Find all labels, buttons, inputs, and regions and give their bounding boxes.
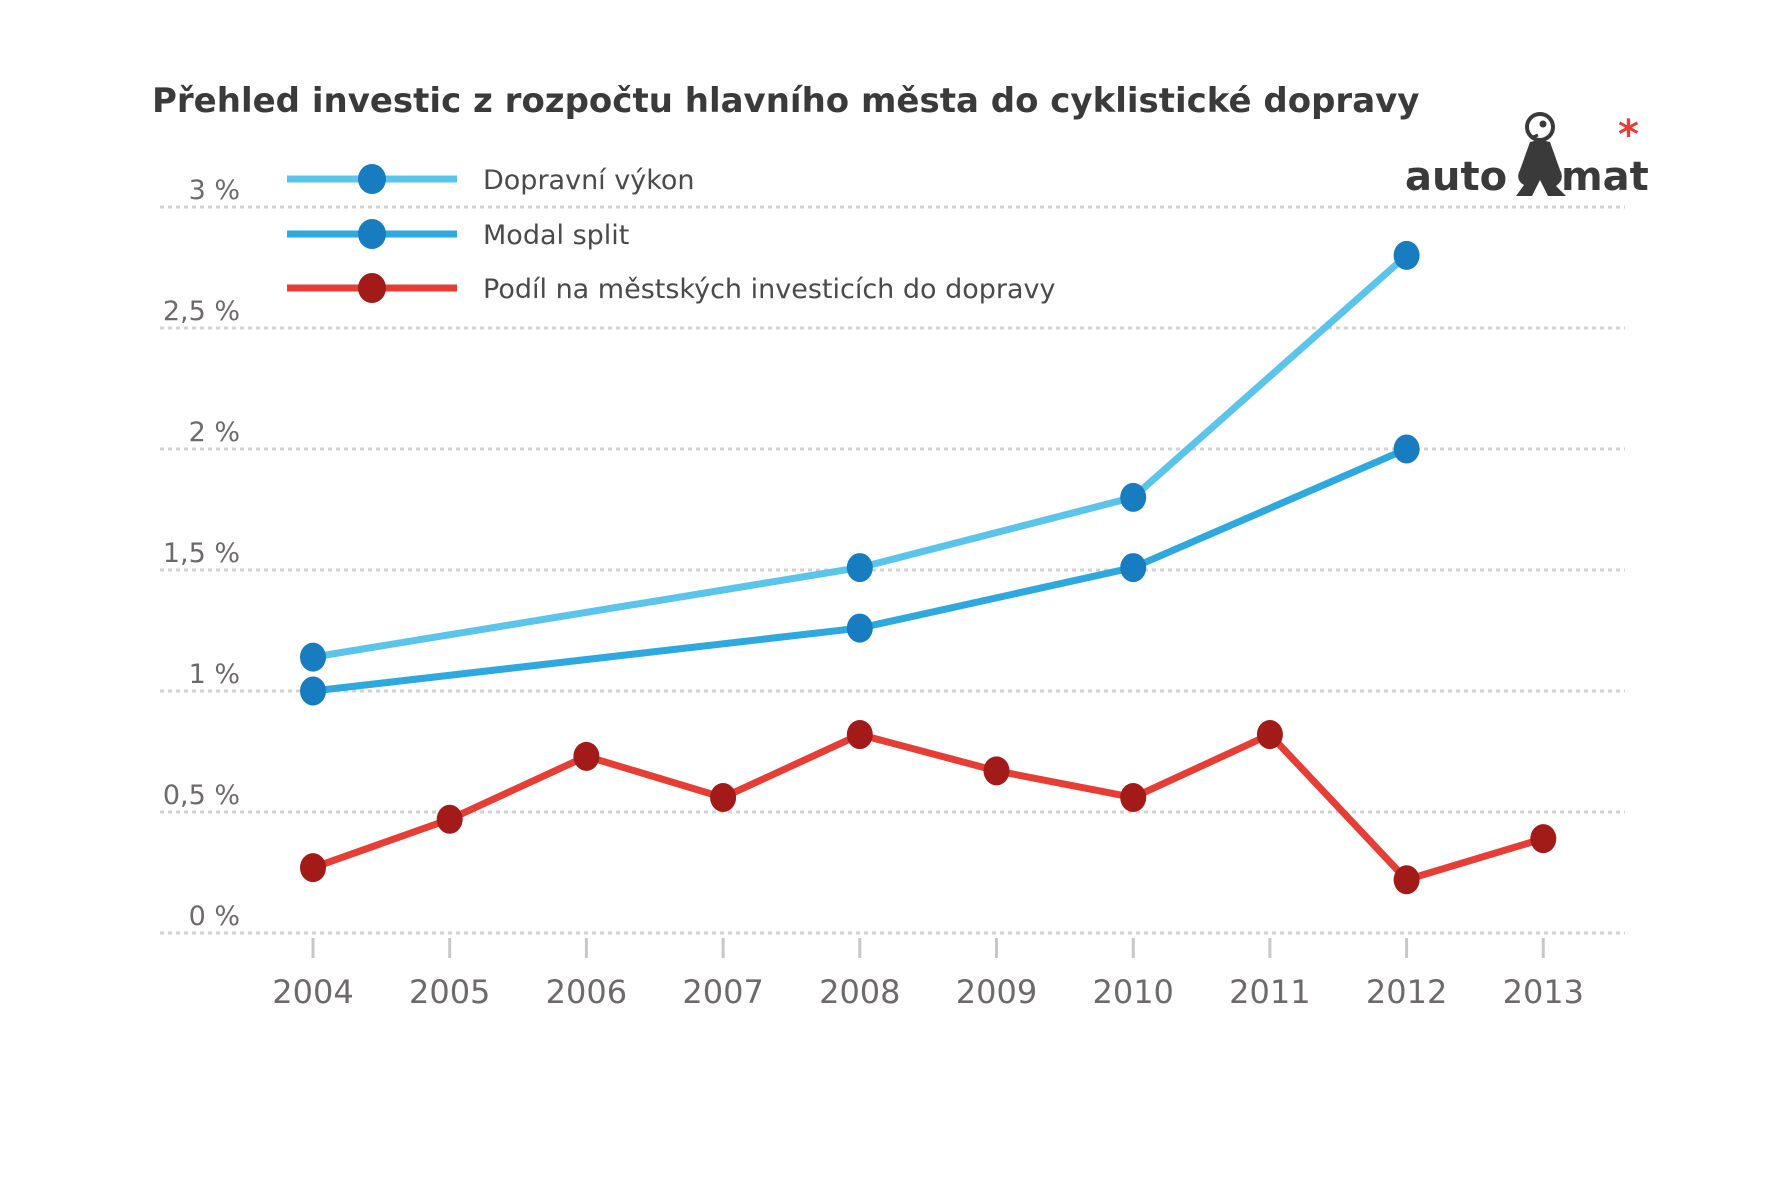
data-point <box>300 642 326 672</box>
y-tick-label: 0,5 % <box>163 780 240 811</box>
y-tick-label: 1,5 % <box>163 538 240 569</box>
legend-label: Modal split <box>483 220 629 251</box>
series-3 <box>300 720 1557 895</box>
data-point <box>1393 240 1420 270</box>
data-point <box>300 853 326 883</box>
x-tick-label: 2010 <box>1092 973 1173 1011</box>
logo-asterisk: * <box>1618 112 1639 158</box>
x-tick-label: 2008 <box>819 973 900 1011</box>
x-axis: 2004 2005 2006 2007 2008 2009 2010 2011 2012 2013 <box>272 938 1584 1011</box>
x-tick-label: 2007 <box>682 973 763 1011</box>
data-point <box>1120 782 1147 812</box>
data-point <box>1120 482 1147 512</box>
series-line <box>311 731 1545 884</box>
grid <box>160 205 1625 935</box>
data-point <box>1120 553 1147 583</box>
y-tick-label: 0 % <box>189 901 240 932</box>
x-tick-label: 2013 <box>1503 973 1584 1011</box>
walking-figure-icon <box>1516 112 1566 196</box>
legend-marker <box>358 164 386 194</box>
y-tick-label: 1 % <box>189 659 240 690</box>
x-tick-label: 2005 <box>409 973 490 1011</box>
legend: Dopravní výkon Modal split Podíl na městsk… <box>287 164 1056 305</box>
y-tick-label: 2,5 % <box>163 296 240 327</box>
legend-marker <box>358 273 386 303</box>
data-point <box>436 804 463 834</box>
x-tick-label: 2012 <box>1366 973 1447 1011</box>
data-point <box>573 741 600 771</box>
series-group <box>300 240 1557 895</box>
legend-item: Podíl na městských investicích do doprav… <box>287 273 1056 305</box>
data-point <box>846 613 873 643</box>
data-point <box>1393 434 1420 464</box>
y-axis: 0 % 0,5 % 1 % 1,5 % 2 % 2,5 % 3 % <box>163 175 240 932</box>
series-1 <box>300 240 1420 672</box>
legend-marker <box>358 219 386 249</box>
x-tick-label: 2009 <box>956 973 1037 1011</box>
series-line <box>312 445 1408 695</box>
legend-label: Podíl na městských investicích do doprav… <box>483 274 1056 305</box>
x-tick-label: 2004 <box>272 973 353 1011</box>
series-line <box>312 252 1409 661</box>
y-tick-label: 3 % <box>189 175 240 206</box>
x-tick-label: 2011 <box>1229 973 1310 1011</box>
series-2 <box>300 434 1420 706</box>
data-point <box>300 676 326 706</box>
logo-text-auto: auto <box>1405 154 1507 200</box>
data-point <box>1256 720 1283 750</box>
y-tick-label: 2 % <box>189 417 240 448</box>
automat-logo: auto mat * <box>1405 112 1649 200</box>
data-point <box>846 720 873 750</box>
legend-item: Modal split <box>287 219 629 251</box>
data-point <box>710 782 737 812</box>
x-tick-label: 2006 <box>546 973 627 1011</box>
data-point <box>1393 865 1420 895</box>
chart-title: Přehled investic z rozpočtu hlavního měs… <box>152 81 1419 121</box>
legend-item: Dopravní výkon <box>287 164 695 196</box>
data-point <box>846 553 873 583</box>
legend-label: Dopravní výkon <box>483 165 695 196</box>
data-point <box>1530 824 1557 854</box>
data-point <box>983 756 1010 786</box>
logo-text-mat: mat <box>1561 154 1649 200</box>
